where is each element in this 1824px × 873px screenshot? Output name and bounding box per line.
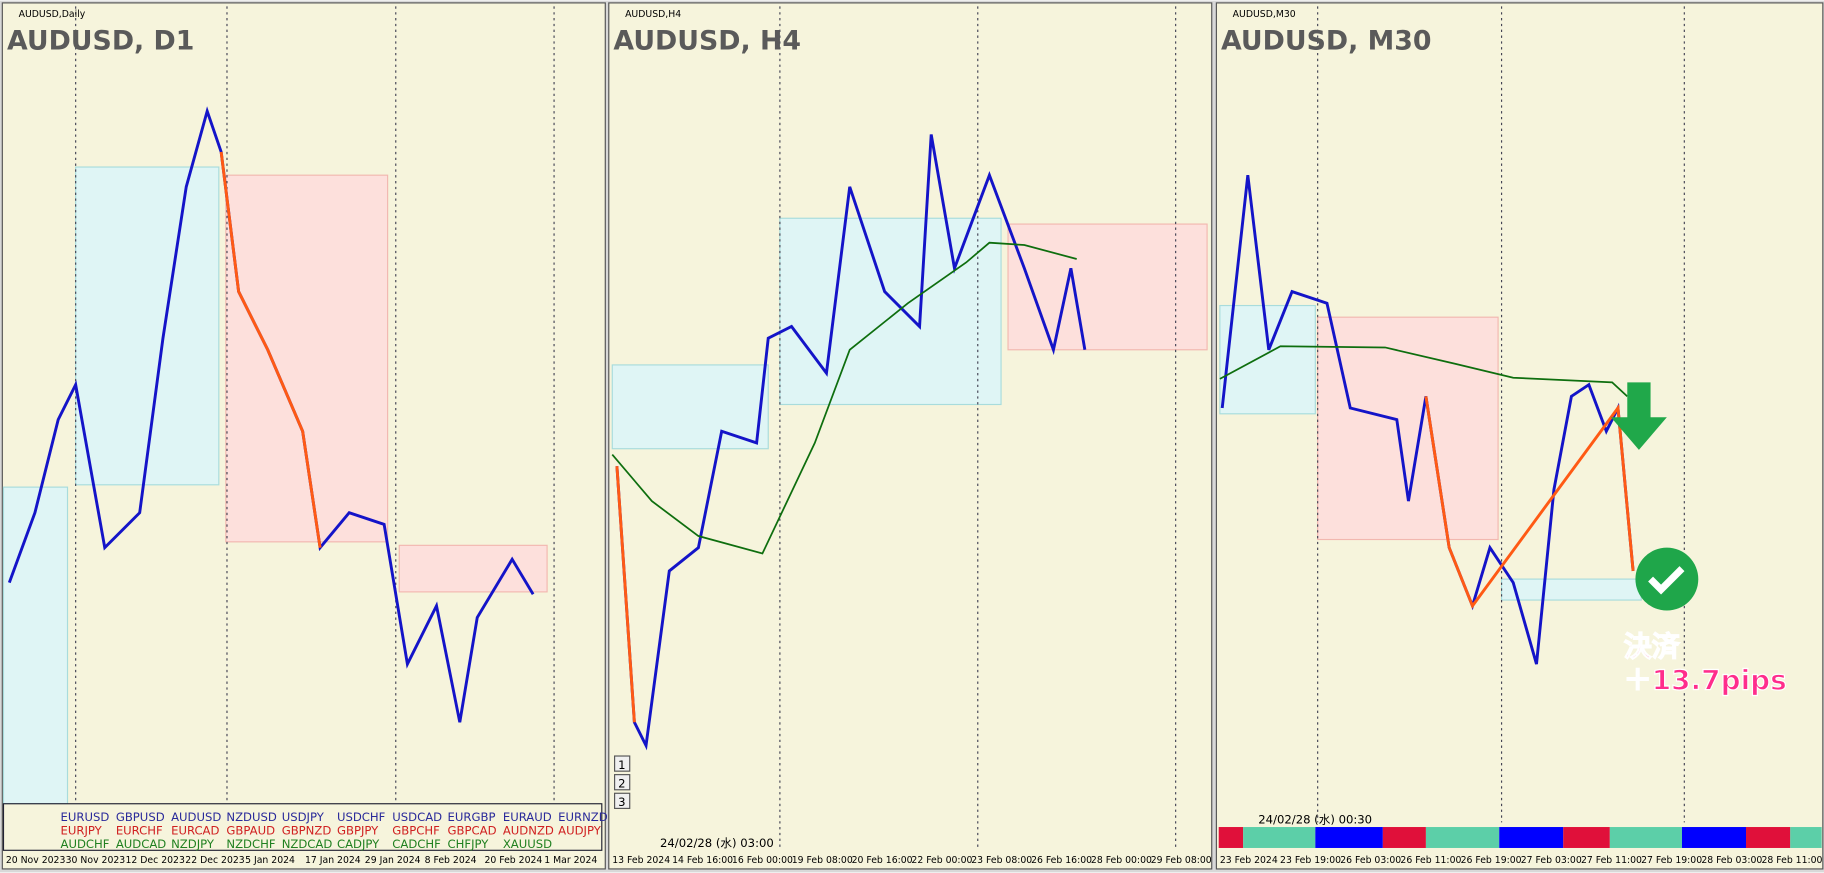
window-title: AUDUSD,Daily [19,9,86,20]
time-label: 29 Jan 2024 [365,855,421,866]
chart-title: AUDUSD, H4 [613,25,801,56]
symbol-link[interactable]: EURGBP [448,810,496,824]
timestamp: 24/02/28 (水) 03:00 [660,836,774,850]
time-label: 8 Feb 2024 [425,855,477,866]
symbol-link[interactable]: GBPJPY [337,824,379,838]
symbol-link[interactable]: AUDUSD [171,810,221,824]
symbol-link[interactable]: GBPUSD [116,810,165,824]
scale-button-label[interactable]: 3 [618,795,625,809]
time-label: 13 Feb 2024 [612,855,670,866]
symbol-link[interactable]: AUDJPY [558,824,602,838]
time-label: 20 Nov 2023 [6,855,66,866]
symbol-link[interactable]: USDJPY [282,810,325,824]
annotation-pips: ＋13.7pips [1624,664,1787,697]
symbol-link[interactable]: CADJPY [337,837,380,851]
time-label: 28 Feb 11:00 [1761,855,1822,866]
time-label: 5 Jan 2024 [245,855,295,866]
scale-button[interactable] [614,755,631,772]
time-label: 20 Feb 16:00 [852,855,913,866]
symbol-link[interactable]: NZDCHF [226,837,275,851]
time-label: 28 Feb 03:00 [1701,855,1762,866]
symbol-link[interactable]: EURUSD [61,810,110,824]
symbol-link[interactable]: GBPCHF [392,824,440,838]
symbol-link[interactable]: AUDNZD [503,824,554,838]
timestamp: 24/02/28 (水) 00:30 [1258,813,1372,827]
symbol-link[interactable]: XAUUSD [503,837,552,851]
symbol-link[interactable]: AUDCHF [61,837,110,851]
time-label: 27 Feb 11:00 [1581,855,1642,866]
symbol-link[interactable]: USDCHF [337,810,386,824]
symbol-link[interactable]: NZDCAD [282,837,333,851]
time-label: 12 Dec 2023 [125,855,184,866]
symbol-link[interactable]: EURAUD [503,810,552,824]
time-label: 26 Feb 11:00 [1400,855,1461,866]
time-label: 20 Feb 2024 [484,855,542,866]
time-label: 17 Jan 2024 [305,855,361,866]
panel-h4 [608,2,1213,870]
symbol-link[interactable]: EURCHF [116,824,163,838]
symbol-link[interactable]: EURCAD [171,824,219,838]
symbol-link[interactable]: AUDCAD [116,837,166,851]
time-label: 27 Feb 03:00 [1521,855,1582,866]
window-title: AUDUSD,M30 [1233,9,1296,20]
time-label: 23 Feb 19:00 [1280,855,1341,866]
symbol-link[interactable]: NZDJPY [171,837,215,851]
time-label: 1 Mar 2024 [544,855,597,866]
symbol-link[interactable]: GBPCAD [448,824,497,838]
time-label: 14 Feb 16:00 [672,855,733,866]
time-label: 28 Feb 00:00 [1091,855,1152,866]
panel-m30: 決済 ＋13.7pips [1215,2,1824,870]
chart-title: AUDUSD, D1 [7,25,194,56]
window-title: AUDUSD,H4 [625,9,681,20]
time-label: 16 Feb 00:00 [732,855,793,866]
scale-button-label[interactable]: 2 [618,776,625,790]
chart-title: AUDUSD, M30 [1221,25,1431,56]
time-label: 22 Feb 00:00 [911,855,972,866]
time-label: 23 Feb 08:00 [971,855,1032,866]
symbol-link[interactable]: CADCHF [392,837,441,851]
time-label: 27 Feb 19:00 [1641,855,1702,866]
annotation-settle: 決済 [1624,630,1681,663]
time-label: 22 Dec 2023 [185,855,244,866]
time-label: 30 Nov 2023 [66,855,126,866]
time-label: 23 Feb 2024 [1220,855,1278,866]
time-label: 26 Feb 03:00 [1340,855,1401,866]
symbol-link[interactable]: CHFJPY [448,837,490,851]
panel-d1 [1,2,606,870]
symbol-link[interactable]: EURNZD [558,810,608,824]
scale-button[interactable] [614,792,631,809]
scale-button[interactable] [614,774,631,791]
scale-button-label[interactable]: 1 [618,758,625,772]
symbol-link[interactable]: GBPAUD [226,824,275,838]
time-label: 19 Feb 08:00 [792,855,853,866]
time-label: 26 Feb 16:00 [1031,855,1092,866]
symbol-link[interactable]: NZDUSD [226,810,276,824]
symbol-link[interactable]: GBPNZD [282,824,332,838]
time-label: 26 Feb 19:00 [1461,855,1522,866]
time-label: 29 Feb 08:00 [1151,855,1212,866]
symbol-link[interactable]: EURJPY [61,824,103,838]
symbol-link[interactable]: USDCAD [392,810,442,824]
